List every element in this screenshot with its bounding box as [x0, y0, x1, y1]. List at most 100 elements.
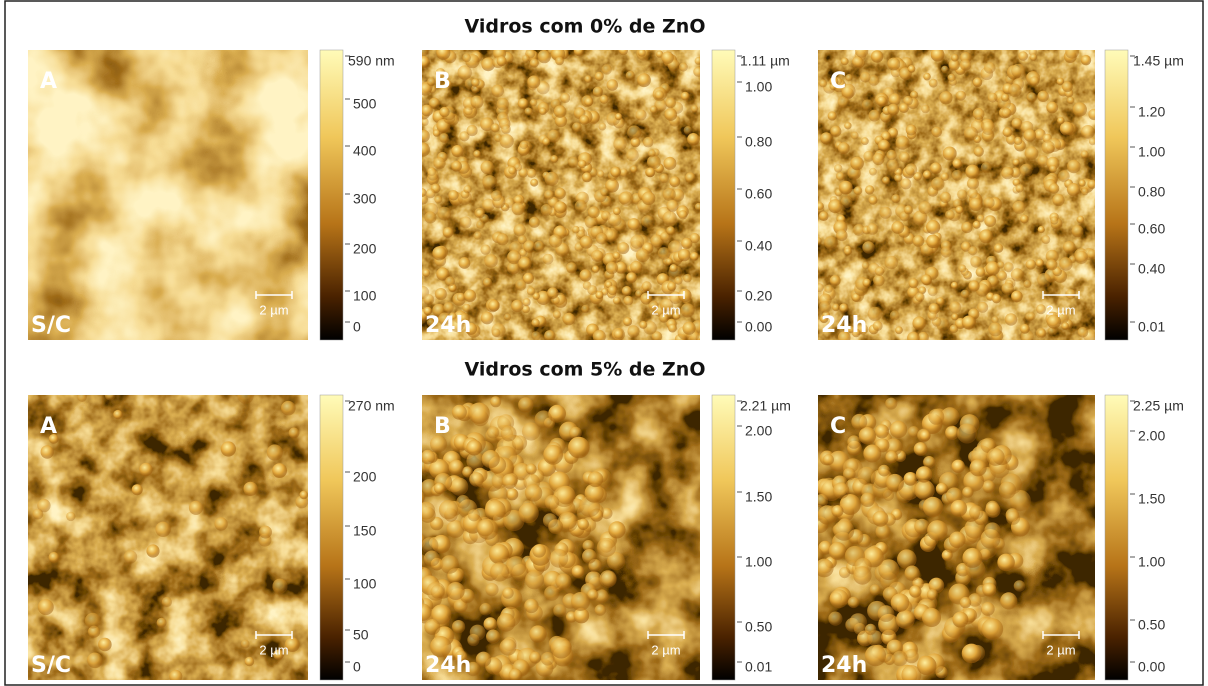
grain [834, 164, 842, 172]
grain [1049, 165, 1057, 173]
grain [578, 519, 589, 530]
grain [479, 603, 491, 615]
grain [1037, 273, 1051, 287]
grain [1075, 251, 1088, 264]
grain [421, 450, 436, 465]
grain [132, 484, 143, 495]
grain [904, 472, 918, 486]
grain [863, 279, 872, 288]
grain [622, 286, 632, 296]
afm-image [416, 46, 705, 346]
grain [545, 172, 559, 186]
grain [962, 548, 982, 568]
grain [551, 638, 572, 659]
grain [683, 274, 692, 283]
grain [1081, 188, 1088, 195]
grain [1046, 259, 1057, 270]
grain [969, 198, 982, 211]
grain [1011, 291, 1023, 303]
grain [491, 190, 502, 201]
grain [969, 280, 980, 291]
grain [1048, 328, 1056, 336]
grain [1004, 262, 1014, 272]
section-title: Vidros com 0% de ZnO [465, 16, 706, 38]
grain [882, 177, 890, 185]
grain [490, 562, 509, 581]
grain [49, 552, 60, 563]
grain [804, 506, 819, 521]
grain [648, 150, 656, 158]
grain [1013, 201, 1026, 214]
grain [436, 46, 450, 60]
grain [588, 206, 600, 218]
grain [865, 645, 886, 666]
grain [554, 105, 567, 118]
grain [530, 58, 539, 67]
grain [961, 222, 972, 233]
grain [992, 294, 1001, 303]
colorbar-label: 590 nm [348, 53, 395, 69]
grain [464, 290, 476, 302]
grain [1000, 592, 1017, 609]
grain [961, 290, 970, 299]
grain [1027, 92, 1037, 102]
grain [608, 213, 622, 227]
grain [527, 76, 540, 89]
grain [470, 625, 486, 641]
grain [66, 512, 75, 521]
grain [591, 250, 603, 262]
grain [886, 474, 904, 492]
grain [1011, 268, 1024, 281]
grain [626, 149, 639, 162]
grain [853, 566, 871, 584]
grain [1042, 235, 1051, 244]
grain [668, 324, 677, 333]
grain [532, 331, 541, 340]
grain [593, 330, 606, 343]
grain [438, 207, 452, 221]
grain [245, 657, 255, 667]
grain [887, 58, 900, 71]
grain [300, 491, 309, 500]
grain [617, 242, 629, 254]
grain [832, 304, 840, 312]
grain [849, 613, 867, 631]
colorbar-label: 100 [353, 576, 377, 592]
grain [906, 125, 917, 136]
grain [544, 330, 555, 341]
grain [113, 410, 122, 419]
grain [829, 542, 847, 560]
grain [237, 387, 254, 404]
grain [468, 509, 480, 521]
grain [973, 108, 985, 120]
grain [555, 188, 566, 199]
grain [489, 544, 509, 564]
grain [554, 201, 566, 213]
grain [566, 262, 577, 273]
grain [572, 122, 582, 132]
grain [982, 480, 995, 493]
grain [423, 294, 434, 305]
grain [956, 91, 966, 101]
grain [921, 274, 932, 285]
grain [520, 141, 529, 150]
figure: Vidros com 0% de ZnOAS/C2 µm590 nm500400… [0, 0, 1208, 686]
grain [615, 113, 622, 120]
grain [545, 495, 560, 510]
grain [1005, 313, 1017, 325]
grain [473, 150, 481, 158]
grain [1061, 322, 1069, 330]
grain [531, 319, 539, 327]
grain [964, 127, 978, 141]
grain [991, 316, 998, 323]
grain [669, 264, 677, 272]
grain [655, 90, 664, 99]
grain [555, 574, 571, 590]
grain [695, 203, 703, 211]
grain [940, 192, 951, 203]
grain [889, 93, 901, 105]
grain [928, 286, 938, 296]
grain [666, 200, 678, 212]
grain [919, 201, 932, 214]
grain [431, 585, 445, 599]
